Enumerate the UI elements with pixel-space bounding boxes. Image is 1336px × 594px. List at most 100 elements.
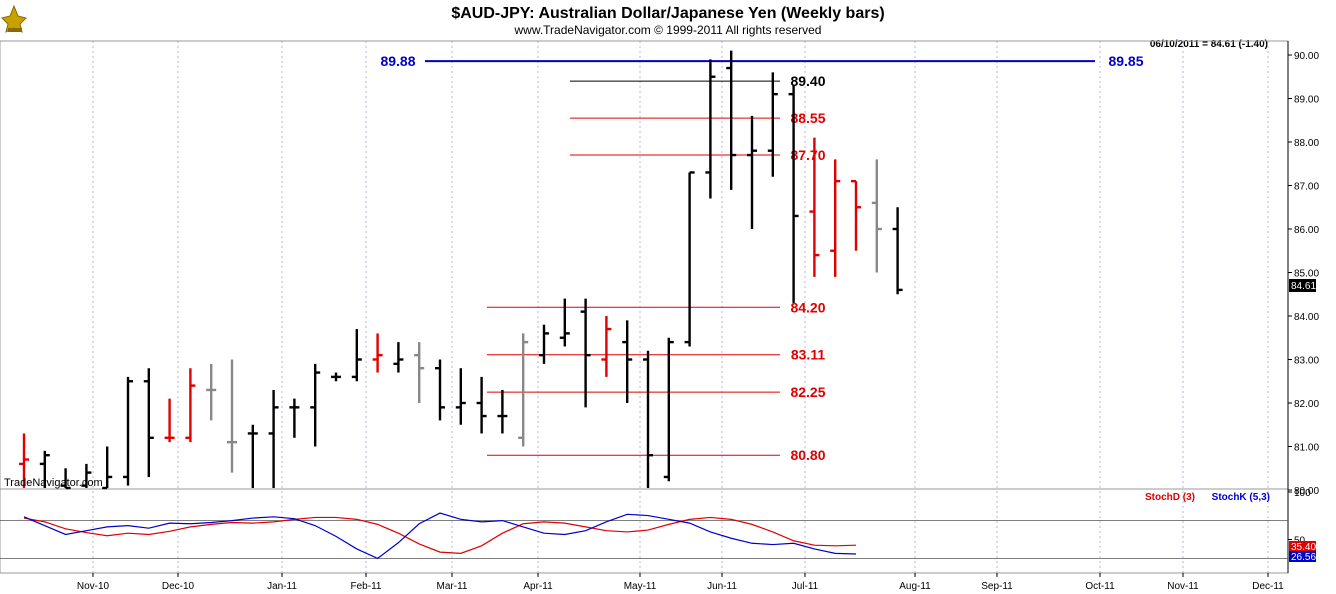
x-tick-label: Jan-11 [267, 581, 297, 592]
ohlc-bar [435, 359, 445, 421]
support-resistance-levels: 89.88 89.85 89.40 88.55 87.70 84.20 83.11 82.25… [380, 53, 1143, 463]
ohlc-bar [747, 115, 757, 229]
ohlc-bar [767, 72, 778, 177]
y-tick-label: 87.00 [1294, 182, 1319, 193]
ohlc-bar [601, 316, 612, 377]
resistance-left-label: 89.88 [380, 53, 415, 69]
x-tick-label: Sep-11 [981, 581, 1013, 592]
level-label: 84.20 [790, 299, 825, 315]
stoch-d-value-tag [1289, 541, 1316, 552]
ohlc-bar [476, 376, 487, 434]
y-tick-label: 81.00 [1294, 443, 1319, 454]
stoch-d-value: 35.40 [1291, 542, 1316, 553]
x-tick-label: Dec-10 [162, 581, 195, 592]
ohlc-bar [414, 342, 425, 403]
y-tick-label: 80.00 [1294, 486, 1319, 497]
ohlc-bar [622, 320, 633, 403]
x-tick-label: May-11 [624, 581, 657, 592]
ohlc-bar [268, 389, 279, 488]
level-label: 87.70 [790, 147, 825, 163]
ohlc-bar [663, 337, 674, 482]
ohlc-bar [206, 363, 217, 421]
x-tick-label: Apr-11 [523, 581, 553, 592]
level-label: 80.80 [790, 447, 825, 463]
ohlc-bar [60, 468, 71, 490]
resistance-right-label: 89.85 [1108, 53, 1143, 69]
y-tick-label: 89.00 [1294, 95, 1319, 106]
x-tick-label: Oct-11 [1085, 581, 1115, 592]
x-tick-label: Nov-11 [1167, 581, 1199, 592]
ohlc-bar [892, 207, 903, 295]
ohlc-bars [19, 50, 903, 490]
x-tick-label: Jun-11 [707, 581, 737, 592]
ohlc-bar [164, 398, 175, 443]
ohlc-bar [310, 363, 321, 447]
x-tick-label: Feb-11 [351, 581, 382, 592]
ohlc-bar [580, 298, 591, 408]
ohlc-bar [455, 368, 466, 425]
chart-title: $AUD-JPY: Australian Dollar/Japanese Yen… [451, 5, 884, 22]
stoch-tick-label: 100 [1294, 488, 1311, 499]
y-tick-label: 84.00 [1294, 312, 1319, 323]
y-tick-label: 85.00 [1294, 269, 1319, 280]
ohlc-bar [684, 171, 695, 347]
ohlc-bar [830, 159, 841, 277]
y-tick-label: 82.00 [1294, 399, 1319, 410]
stoch-d-line [23, 516, 857, 554]
ohlc-bar [705, 59, 716, 199]
legend-stoch-d: StochD (3) [1145, 492, 1195, 503]
ohlc-bar [559, 298, 570, 347]
x-tick-label: Jul-11 [792, 581, 819, 592]
ohlc-bar [331, 372, 341, 382]
current-price-tag [1289, 279, 1316, 292]
watermark: TradeNavigator.com [4, 477, 103, 489]
ohlc-bar [393, 342, 404, 373]
level-label: 82.25 [790, 384, 825, 400]
y-tick-label: 83.00 [1294, 356, 1319, 367]
level-label: 83.11 [791, 347, 825, 363]
ohlc-bar [851, 179, 861, 251]
ohlc-bar [19, 433, 29, 488]
stoch-k-line [23, 512, 857, 560]
ohlc-bar [643, 350, 653, 488]
chart-copyright: www.TradeNavigator.com © 1999-2011 All r… [514, 23, 822, 37]
tradenavigator-logo-icon [1, 4, 27, 33]
level-label: 89.40 [790, 73, 825, 89]
ohlc-bar [39, 450, 50, 488]
ohlc-bar [351, 329, 362, 382]
ohlc-bar [102, 446, 113, 490]
stoch-k-value: 26.56 [1291, 552, 1316, 563]
x-tick-label: Dec-11 [1252, 581, 1284, 592]
stoch-k-value-tag [1289, 551, 1316, 562]
level-label: 88.55 [790, 110, 825, 126]
ohlc-bar [247, 424, 258, 488]
ohlc-bar [143, 368, 154, 477]
y-tick-label: 86.00 [1294, 225, 1319, 236]
ohlc-bar [81, 463, 92, 488]
y-tick-label: 90.00 [1294, 51, 1319, 62]
ohlc-bar [372, 333, 383, 373]
legend-stoch-k: StochK (5,3) [1212, 492, 1270, 503]
x-tick-label: Nov-10 [77, 581, 110, 592]
y-tick-label: 88.00 [1294, 138, 1319, 149]
ohlc-bar [227, 359, 237, 473]
x-tick-label: Mar-11 [437, 581, 468, 592]
current-price-label: 84.61 [1291, 281, 1316, 292]
x-tick-label: Aug-11 [899, 581, 931, 592]
last-quote-stamp: 06/10/2011 = 84.61 (-1.40) [1150, 39, 1268, 50]
ohlc-bar [539, 324, 549, 364]
ohlc-bar [185, 368, 196, 443]
ohlc-bar [289, 398, 300, 438]
ohlc-bar [726, 50, 737, 190]
price-panel-frame [0, 40, 1289, 490]
price-axis: 80.00 81.00 82.00 83.00 84.00 85.00 86.00 87.00… [1287, 41, 1319, 573]
ohlc-bar [809, 137, 820, 277]
ohlc-bar [788, 85, 799, 303]
ohlc-bar [497, 389, 508, 434]
ohlc-bar [518, 333, 529, 447]
ohlc-bar [871, 159, 882, 273]
ohlc-bar [123, 376, 133, 486]
